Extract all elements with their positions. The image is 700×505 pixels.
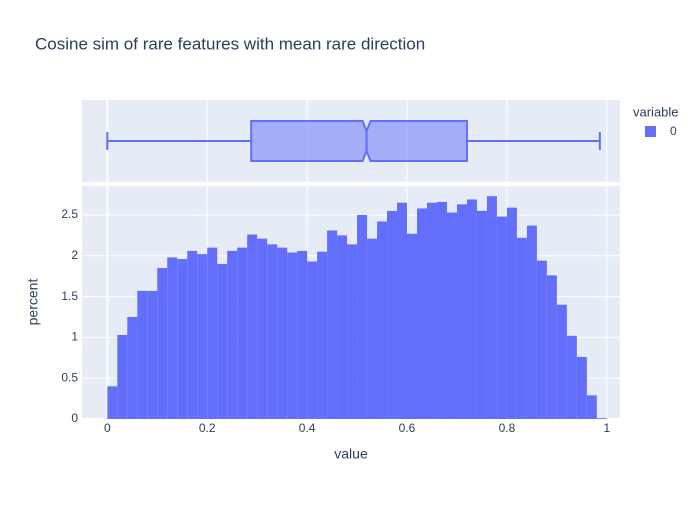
- bar: [267, 244, 278, 419]
- bar: [576, 356, 587, 419]
- x-tick-label: 0.6: [399, 421, 416, 435]
- y-tick-label: 2.5: [61, 207, 78, 221]
- x-tick-label: 0.8: [499, 421, 516, 435]
- bar: [476, 210, 487, 419]
- y-tick-label: 1: [71, 330, 78, 344]
- bar: [217, 263, 228, 419]
- bar: [227, 250, 238, 419]
- x-tick-label: 0.2: [199, 421, 216, 435]
- bar: [207, 247, 218, 419]
- bar: [526, 225, 537, 419]
- bar: [157, 268, 168, 419]
- y-tick-label: 0: [71, 411, 78, 425]
- bar: [277, 247, 288, 419]
- bar: [237, 247, 248, 419]
- bar: [596, 418, 607, 419]
- bar: [127, 316, 138, 419]
- chart-title: Cosine sim of rare features with mean ra…: [35, 34, 425, 53]
- bar: [197, 254, 208, 419]
- bar: [387, 210, 398, 419]
- bar: [456, 204, 467, 419]
- bar: [536, 260, 547, 419]
- bar: [107, 386, 118, 419]
- bar: [556, 304, 567, 419]
- bar: [516, 237, 527, 419]
- bar: [367, 238, 378, 419]
- bar: [297, 250, 308, 419]
- bar: [247, 234, 258, 419]
- bar: [137, 290, 148, 419]
- bar: [147, 290, 158, 419]
- y-axis-title: percent: [25, 279, 41, 326]
- bar: [117, 334, 128, 419]
- bar: [307, 261, 318, 419]
- x-axis-title: value: [334, 446, 368, 462]
- bar: [287, 252, 298, 419]
- bar: [436, 201, 447, 419]
- bar: [337, 235, 348, 419]
- bar: [566, 335, 577, 419]
- bar: [426, 202, 437, 419]
- bar: [317, 251, 328, 419]
- bar: [377, 221, 388, 419]
- y-tick-label: 0.5: [61, 370, 78, 384]
- bar: [357, 214, 368, 419]
- x-tick-label: 1: [603, 421, 610, 435]
- x-tick-label: 0: [104, 421, 111, 435]
- legend-swatch: [645, 126, 656, 137]
- bar: [417, 208, 427, 419]
- bar: [546, 275, 557, 419]
- bar: [397, 202, 408, 419]
- bar: [407, 233, 418, 419]
- bar: [506, 207, 517, 419]
- bar: [466, 199, 477, 419]
- bar: [257, 238, 268, 419]
- bar: [347, 244, 358, 419]
- bar: [446, 212, 457, 419]
- bar: [167, 257, 178, 419]
- legend-label: 0: [670, 124, 677, 138]
- bar: [496, 216, 507, 419]
- box: [250, 120, 468, 162]
- bar: [327, 230, 338, 419]
- bar: [486, 196, 497, 419]
- bar: [177, 259, 188, 419]
- y-tick-label: 2: [71, 248, 78, 262]
- bar: [187, 250, 198, 419]
- bar: [586, 395, 597, 419]
- legend-title: variable: [633, 104, 679, 119]
- x-tick-label: 0.4: [299, 421, 316, 435]
- y-tick-label: 1.5: [61, 289, 78, 303]
